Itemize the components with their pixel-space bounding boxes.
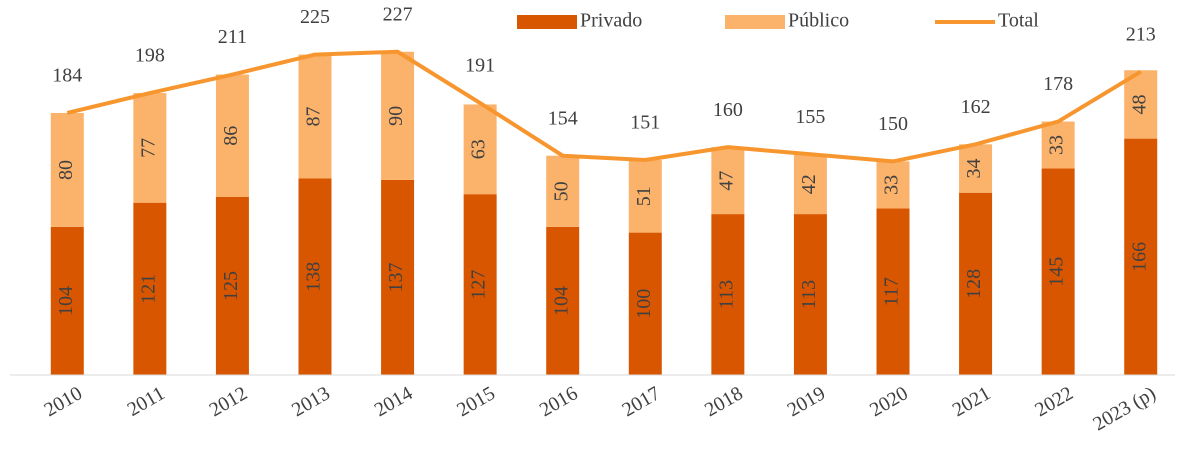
- bar-segment: [1041, 168, 1075, 375]
- bar-segment: [463, 194, 497, 375]
- total-label: 155: [795, 106, 825, 128]
- total-label: 211: [218, 26, 247, 48]
- legend-label: Público: [788, 10, 849, 32]
- x-tick-label: 2019: [784, 382, 830, 421]
- total-line: [66, 49, 1142, 164]
- bar-segment: [381, 51, 415, 180]
- x-tick-label: 2023 (p): [1089, 382, 1159, 435]
- x-tick-label: 2013: [288, 382, 334, 421]
- bar-segment: [50, 226, 84, 375]
- bar-segment: [546, 155, 580, 227]
- data-label: 33: [881, 175, 903, 195]
- data-label: 87: [303, 107, 325, 127]
- bar-segment: [711, 214, 745, 375]
- bar-segment: [876, 208, 910, 375]
- data-label: 117: [881, 277, 903, 306]
- data-label: 113: [798, 280, 820, 309]
- data-label: 127: [468, 270, 490, 300]
- legend-swatch: [725, 15, 785, 29]
- total-label: 184: [52, 65, 82, 87]
- bar-segment: [628, 159, 662, 233]
- data-label: 63: [468, 139, 490, 159]
- bar-segment: [959, 192, 993, 375]
- total-label: 225: [300, 6, 330, 28]
- bar-segment: [628, 232, 662, 375]
- x-tick-label: 2016: [536, 382, 582, 421]
- data-label: 47: [715, 171, 737, 191]
- total-label: 178: [1043, 73, 1073, 95]
- data-label: 166: [1128, 242, 1150, 272]
- total-label: 213: [1126, 23, 1156, 45]
- data-label: 50: [550, 181, 572, 201]
- bar-segment: [298, 178, 332, 375]
- total-label: 154: [548, 107, 578, 129]
- bar-segment: [133, 93, 167, 203]
- x-tick-label: 2018: [701, 382, 747, 421]
- data-label: 104: [550, 286, 572, 316]
- data-label: 33: [1046, 135, 1068, 155]
- x-tick-label: 2021: [949, 382, 995, 421]
- bar-segment: [133, 202, 167, 375]
- bar-segment: [876, 161, 910, 209]
- data-label: 113: [715, 280, 737, 309]
- legend-label: Privado: [580, 10, 642, 32]
- data-label: 145: [1046, 257, 1068, 287]
- data-label: 121: [137, 274, 159, 304]
- legend-swatch: [517, 15, 577, 29]
- data-label: 86: [220, 126, 242, 146]
- total-label: 191: [465, 55, 495, 77]
- data-label: 77: [137, 138, 159, 158]
- x-tick-label: 2014: [371, 382, 417, 421]
- data-label: 137: [385, 262, 407, 292]
- total-label: 160: [713, 99, 743, 121]
- data-label: 128: [963, 269, 985, 299]
- bar-segment: [711, 147, 745, 215]
- data-label: 34: [963, 159, 985, 179]
- bar-segment: [50, 112, 84, 227]
- x-tick-label: 2017: [618, 382, 664, 421]
- data-label: 100: [633, 289, 655, 319]
- bar-segment: [1124, 70, 1158, 139]
- x-tick-label: 2022: [1031, 382, 1077, 421]
- x-tick-label: 2010: [40, 382, 86, 421]
- data-label: 104: [55, 286, 77, 316]
- data-label: 90: [385, 106, 407, 126]
- x-tick-label: 2015: [453, 382, 499, 421]
- bar-segment: [215, 74, 249, 197]
- bar-segment: [381, 179, 415, 375]
- legend-label: Total: [998, 10, 1039, 32]
- total-label: 162: [961, 96, 991, 118]
- x-tick-label: 2020: [866, 382, 912, 421]
- data-label: 51: [633, 186, 655, 206]
- bar-segment: [546, 226, 580, 375]
- bar-segment: [1124, 138, 1158, 375]
- data-label: 80: [55, 160, 77, 180]
- x-tick-label: 2011: [124, 382, 169, 421]
- bar-segment: [463, 104, 497, 195]
- total-label: 227: [383, 3, 413, 25]
- bar-segment: [793, 214, 827, 375]
- data-label: 138: [303, 262, 325, 292]
- x-tick-label: 2012: [206, 382, 252, 421]
- bar-segment: [793, 154, 827, 215]
- data-label: 125: [220, 271, 242, 301]
- bar-segment: [298, 54, 332, 179]
- bar-segment: [215, 197, 249, 375]
- total-label: 198: [135, 45, 165, 67]
- data-label: 48: [1128, 94, 1150, 114]
- data-label: 42: [798, 174, 820, 194]
- bar-segment: [1041, 121, 1075, 169]
- total-label: 151: [630, 112, 660, 134]
- bar-segment: [959, 144, 993, 193]
- total-label: 150: [878, 113, 908, 135]
